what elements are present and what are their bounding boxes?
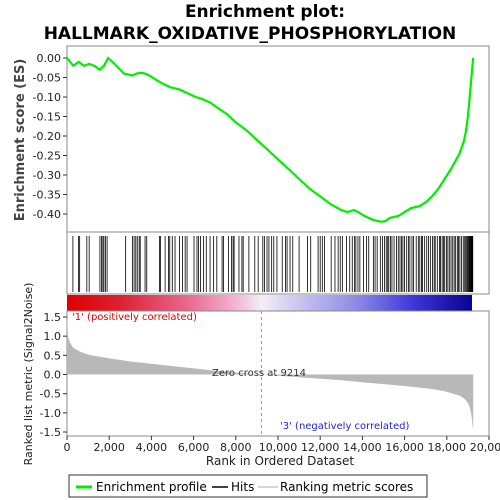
es-tick-label: -0.20 (33, 130, 61, 143)
chart-title-line1: Enrichment plot: (185, 2, 345, 22)
x-tick-label: 6,000 (178, 441, 210, 454)
x-tick-label: 2,000 (93, 441, 125, 454)
es-tick-label: -0.10 (33, 91, 61, 104)
x-tick-label: 20,000 (470, 441, 500, 454)
x-tick-label: 8,000 (220, 441, 252, 454)
metric-tick-label: -1.0 (40, 407, 61, 420)
legend-label-hits: Hits (231, 480, 254, 494)
x-tick-label: 16,000 (385, 441, 424, 454)
es-tick-label: -0.35 (33, 189, 61, 202)
es-tick-label: -0.40 (33, 208, 61, 221)
x-tick-label: 14,000 (343, 441, 382, 454)
es-tick-label: -0.30 (33, 169, 61, 182)
legend: Enrichment profile Hits Ranking metric s… (68, 474, 428, 498)
x-tick-label: 18,000 (428, 441, 467, 454)
legend-label-metric: Ranking metric scores (280, 480, 413, 494)
metric-y-axis-label: Ranked list metric (Signal2Noise) (22, 283, 35, 466)
hits-panel (66, 231, 490, 295)
es-tick-label: -0.05 (33, 72, 61, 85)
x-tick-label: 12,000 (301, 441, 340, 454)
metric-tick-label: 0.5 (44, 349, 62, 362)
metric-tick-label: 0.0 (44, 369, 62, 382)
es-tick-label: -0.15 (33, 111, 61, 124)
enrichment-profile-line (66, 56, 475, 223)
legend-box (68, 474, 428, 498)
hit-marks (72, 236, 474, 292)
es-panel: 0.00 -0.05 -0.10 -0.15 -0.20 -0.25 -0.30 -0.35 -… (13, 45, 490, 233)
positive-label: '1' (positively correlated) (72, 312, 197, 323)
x-axis-label: Rank in Ordered Dataset (206, 454, 354, 468)
es-y-axis: 0.00 -0.05 -0.10 -0.15 -0.20 -0.25 -0.30 -0.35 -… (33, 52, 67, 221)
negative-label: '3' (negatively correlated) (280, 421, 409, 432)
metric-y-axis: 1.5 1.0 0.5 0.0 -0.5 -1.0 -1.5 (40, 311, 67, 439)
chart-title-line2: HALLMARK_OXIDATIVE_PHOSPHORYLATION (44, 24, 457, 44)
zero-cross-label: Zero cross at 9214 (212, 368, 306, 379)
ranked-heat-bar (67, 295, 472, 311)
metric-tick-label: -0.5 (40, 388, 61, 401)
metric-panel: 1.5 1.0 0.5 0.0 -0.5 -1.0 -1.5 Zero cross at 9… (22, 283, 490, 466)
hits-panel-frame (66, 231, 490, 295)
es-y-axis-label: Enrichment score (ES) (13, 59, 28, 222)
metric-tick-label: 1.0 (44, 330, 62, 343)
x-axis: 0 2,000 4,000 6,000 8,000 10,000 12,000 14,000 1… (64, 436, 500, 454)
es-panel-frame (66, 45, 490, 233)
es-tick-label: -0.25 (33, 150, 61, 163)
es-tick-label: 0.00 (37, 52, 62, 65)
x-tick-label: 10,000 (259, 441, 298, 454)
metric-tick-label: 1.5 (44, 311, 62, 324)
ranking-metric-area (67, 317, 474, 431)
x-tick-label: 0 (64, 441, 71, 454)
x-tick-label: 4,000 (136, 441, 168, 454)
legend-label-enrichment: Enrichment profile (96, 480, 207, 494)
metric-tick-label: -1.5 (40, 426, 61, 439)
